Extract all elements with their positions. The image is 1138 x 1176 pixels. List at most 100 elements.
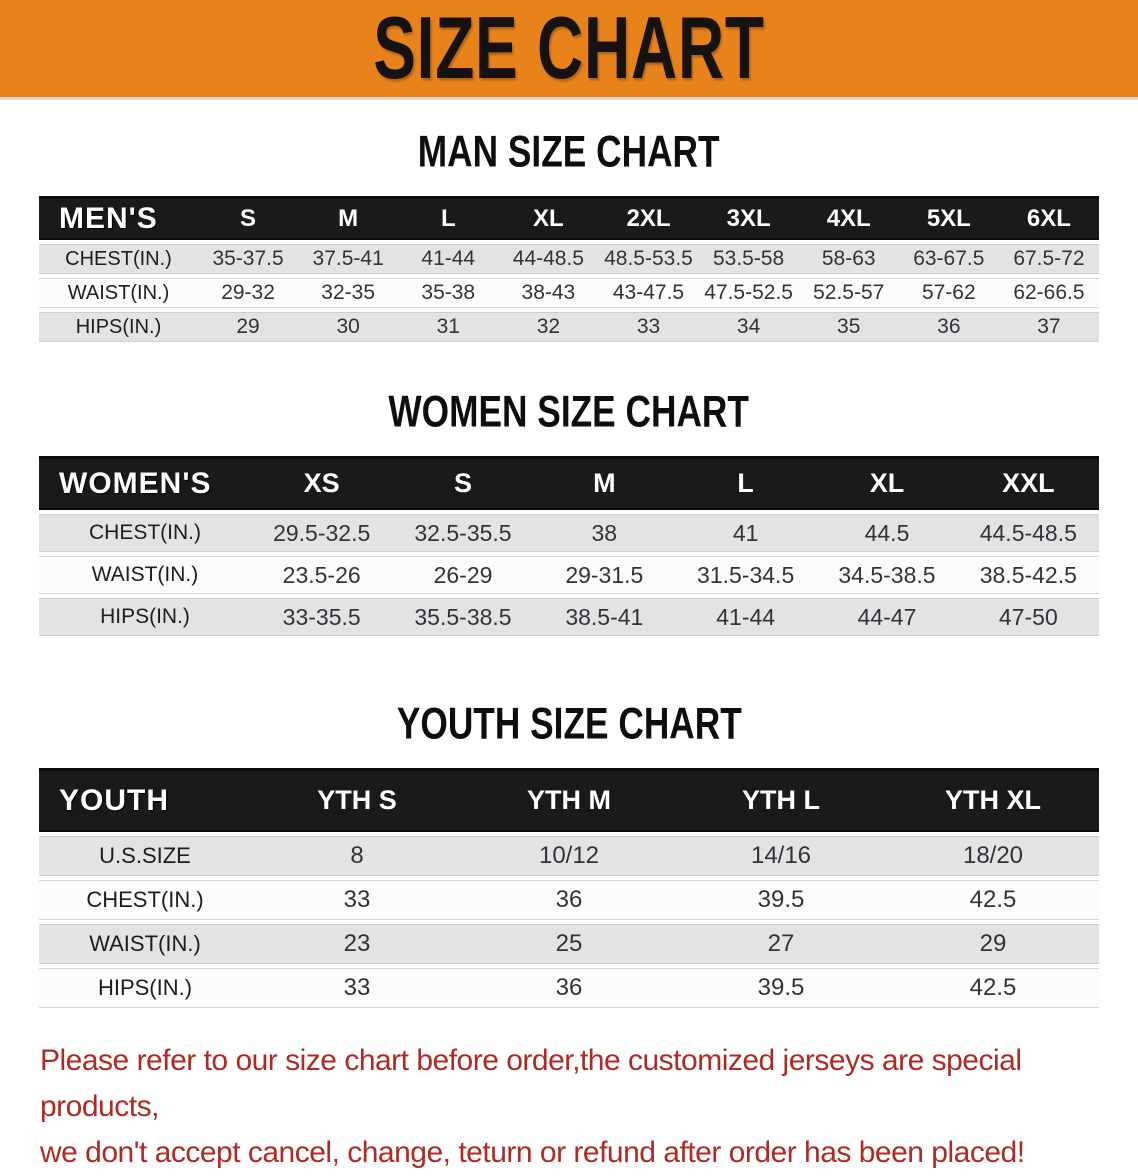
size-value-cell: 37: [998, 312, 1099, 342]
size-value-cell: 57-62: [898, 278, 999, 308]
size-column-header: YTH S: [251, 768, 463, 832]
table-row: HIPS(IN.) 29 30 31 32 33 34 35 36 37: [39, 312, 1099, 342]
size-column-header: L: [398, 196, 499, 240]
size-value-cell: 36: [463, 968, 675, 1008]
size-column-header: 6XL: [998, 196, 1099, 240]
row-label: HIPS(IN.): [39, 968, 251, 1008]
women-section-heading: WOMEN SIZE CHART: [0, 386, 1138, 438]
size-value-cell: 41-44: [674, 598, 817, 636]
banner: SIZE CHART: [0, 0, 1138, 100]
size-value-cell: 63-67.5: [898, 244, 999, 274]
table-title-cell: MEN'S: [39, 196, 198, 240]
size-column-header: L: [674, 456, 817, 510]
size-value-cell: 37.5-41: [298, 244, 399, 274]
row-label: WAIST(IN.): [39, 924, 251, 964]
size-column-header: M: [533, 456, 675, 510]
size-value-cell: 35-38: [398, 278, 499, 308]
size-value-cell: 44.5-48.5: [957, 514, 1099, 552]
table-row: WAIST(IN.) 29-32 32-35 35-38 38-43 43-47.5 47.…: [39, 278, 1099, 308]
size-column-header: XS: [251, 456, 393, 510]
size-value-cell: 30: [298, 312, 399, 342]
banner-title: SIZE CHART: [373, 0, 765, 98]
section-men: MAN SIZE CHART MEN'S S M L XL 2XL 3XL 4XL 5XL 6XL…: [0, 126, 1138, 346]
disclaimer-line-1: Please refer to our size chart before or…: [40, 1044, 1022, 1123]
table-row: HIPS(IN.) 33 36 39.5 42.5: [39, 968, 1099, 1008]
youth-section-heading: YOUTH SIZE CHART: [0, 698, 1138, 750]
table-title-cell: YOUTH: [39, 768, 251, 832]
table-row: HIPS(IN.) 33-35.5 35.5-38.5 38.5-41 41-44 44-…: [39, 598, 1099, 636]
table-row: U.S.SIZE 8 10/12 14/16 18/20: [39, 836, 1099, 876]
women-size-table: WOMEN'S XS S M L XL XXL CHEST(IN.) 29.5-32.5 32.5…: [39, 452, 1099, 640]
size-column-header: 4XL: [798, 196, 899, 240]
size-value-cell: 48.5-53.5: [598, 244, 699, 274]
size-column-header: S: [198, 196, 299, 240]
size-value-cell: 29-31.5: [533, 556, 675, 594]
row-label: HIPS(IN.): [39, 598, 251, 636]
size-value-cell: 39.5: [675, 880, 887, 920]
youth-section-heading-text: YOUTH SIZE CHART: [396, 698, 742, 749]
size-value-cell: 32-35: [298, 278, 399, 308]
size-value-cell: 41: [674, 514, 817, 552]
size-value-cell: 32: [498, 312, 599, 342]
size-value-cell: 27: [675, 924, 887, 964]
size-value-cell: 29: [887, 924, 1099, 964]
size-value-cell: 34.5-38.5: [816, 556, 958, 594]
size-column-header: XL: [816, 456, 958, 510]
table-header-row: WOMEN'S XS S M L XL XXL: [39, 456, 1099, 510]
size-value-cell: 39.5: [675, 968, 887, 1008]
size-column-header: 5XL: [898, 196, 999, 240]
size-value-cell: 47.5-52.5: [698, 278, 799, 308]
table-header-row: YOUTH YTH S YTH M YTH L YTH XL: [39, 768, 1099, 832]
size-value-cell: 33: [251, 968, 463, 1008]
row-label: WAIST(IN.): [39, 556, 251, 594]
size-value-cell: 29: [198, 312, 299, 342]
men-size-table: MEN'S S M L XL 2XL 3XL 4XL 5XL 6XL CHEST(IN.) 35-37…: [39, 192, 1099, 346]
size-value-cell: 29.5-32.5: [251, 514, 393, 552]
size-value-cell: 14/16: [675, 836, 887, 876]
size-value-cell: 33-35.5: [251, 598, 393, 636]
size-column-header: XXL: [957, 456, 1099, 510]
row-label: CHEST(IN.): [39, 514, 251, 552]
size-value-cell: 23: [251, 924, 463, 964]
size-value-cell: 26-29: [392, 556, 534, 594]
size-value-cell: 35.5-38.5: [392, 598, 534, 636]
size-value-cell: 25: [463, 924, 675, 964]
size-value-cell: 67.5-72: [998, 244, 1099, 274]
size-value-cell: 32.5-35.5: [392, 514, 534, 552]
size-column-header: M: [298, 196, 399, 240]
size-value-cell: 10/12: [463, 836, 675, 876]
row-label: U.S.SIZE: [39, 836, 251, 876]
size-value-cell: 35-37.5: [198, 244, 299, 274]
size-column-header: YTH XL: [887, 768, 1099, 832]
row-label: CHEST(IN.): [39, 880, 251, 920]
size-value-cell: 36: [898, 312, 999, 342]
size-value-cell: 38-43: [498, 278, 599, 308]
size-value-cell: 42.5: [887, 968, 1099, 1008]
youth-size-table: YOUTH YTH S YTH M YTH L YTH XL U.S.SIZE 8 10/12…: [39, 764, 1099, 1012]
table-row: CHEST(IN.) 33 36 39.5 42.5: [39, 880, 1099, 920]
size-value-cell: 43-47.5: [598, 278, 699, 308]
size-column-header: S: [392, 456, 534, 510]
size-column-header: YTH M: [463, 768, 675, 832]
size-column-header: XL: [498, 196, 599, 240]
size-value-cell: 31.5-34.5: [674, 556, 817, 594]
size-value-cell: 53.5-58: [698, 244, 799, 274]
size-value-cell: 62-66.5: [998, 278, 1099, 308]
row-label: WAIST(IN.): [39, 278, 198, 308]
table-row: CHEST(IN.) 29.5-32.5 32.5-35.5 38 41 44.5 44.5…: [39, 514, 1099, 552]
men-section-heading-text: MAN SIZE CHART: [418, 126, 720, 177]
size-value-cell: 38.5-41: [533, 598, 675, 636]
women-section-heading-text: WOMEN SIZE CHART: [388, 386, 750, 437]
size-column-header: 3XL: [698, 196, 799, 240]
size-value-cell: 18/20: [887, 836, 1099, 876]
row-label: HIPS(IN.): [39, 312, 198, 342]
table-row: WAIST(IN.) 23 25 27 29: [39, 924, 1099, 964]
size-value-cell: 47-50: [957, 598, 1099, 636]
size-value-cell: 33: [598, 312, 699, 342]
size-value-cell: 29-32: [198, 278, 299, 308]
disclaimer: Please refer to our size chart before or…: [40, 1038, 1138, 1176]
section-youth: YOUTH SIZE CHART YOUTH YTH S YTH M YTH L YTH…: [0, 698, 1138, 1012]
size-value-cell: 33: [251, 880, 463, 920]
size-value-cell: 52.5-57: [798, 278, 899, 308]
